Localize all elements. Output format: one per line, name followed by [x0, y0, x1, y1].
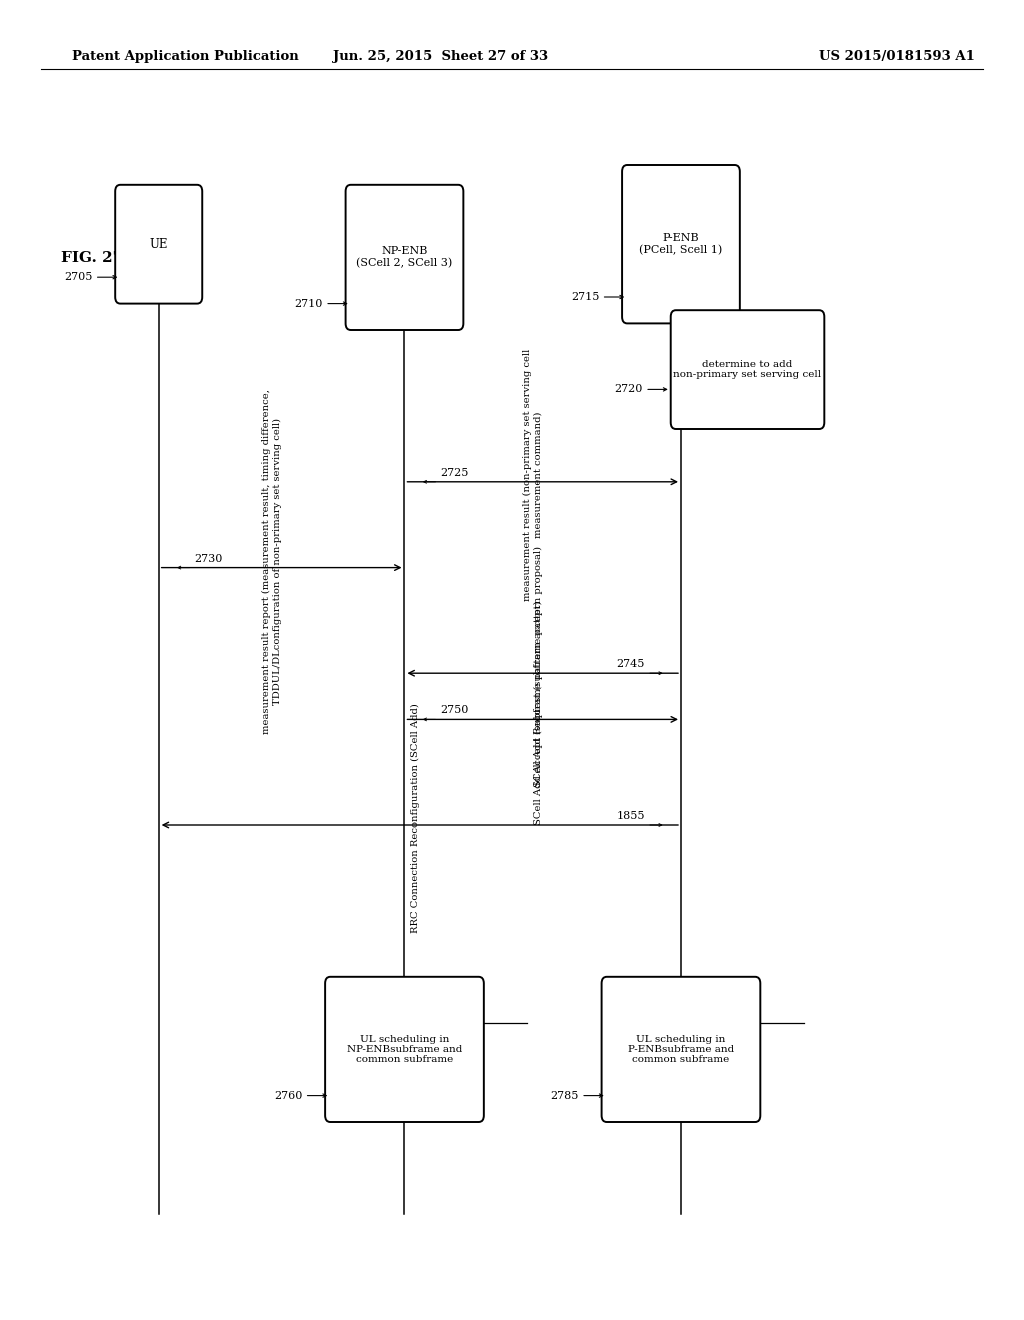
- Text: P-ENB
(PCell, Scell 1): P-ENB (PCell, Scell 1): [639, 234, 723, 255]
- Text: UE: UE: [150, 238, 168, 251]
- FancyBboxPatch shape: [602, 977, 760, 1122]
- Text: RRC Connection Reconfiguration (SCell Add): RRC Connection Reconfiguration (SCell Ad…: [411, 704, 420, 933]
- Text: Patent Application Publication: Patent Application Publication: [72, 50, 298, 63]
- Text: 2715: 2715: [571, 292, 600, 302]
- Text: measurement result (non-primary set serving cell
measurement command): measurement result (non-primary set serv…: [523, 348, 543, 602]
- Text: FIG. 27: FIG. 27: [61, 251, 124, 265]
- FancyBboxPatch shape: [671, 310, 824, 429]
- Text: 2710: 2710: [295, 298, 324, 309]
- Text: 2785: 2785: [551, 1090, 580, 1101]
- Text: 2720: 2720: [614, 384, 643, 395]
- Text: 1855: 1855: [616, 810, 645, 821]
- Text: determine to add
non-primary set serving cell: determine to add non-primary set serving…: [674, 360, 821, 379]
- Text: Jun. 25, 2015  Sheet 27 of 33: Jun. 25, 2015 Sheet 27 of 33: [333, 50, 548, 63]
- Text: UL scheduling in
NP-ENBsubframe and
common subframe: UL scheduling in NP-ENBsubframe and comm…: [347, 1035, 462, 1064]
- FancyBboxPatch shape: [623, 165, 739, 323]
- Text: SCell Add Accept (subframe pattern accept): SCell Add Accept (subframe pattern accep…: [534, 601, 543, 825]
- Text: 2750: 2750: [440, 705, 469, 715]
- Text: SCell Add Request (subframe pattern proposal): SCell Add Request (subframe pattern prop…: [534, 546, 543, 787]
- Text: NP-ENB
(SCell 2, SCell 3): NP-ENB (SCell 2, SCell 3): [356, 247, 453, 268]
- Text: UL scheduling in
P-ENBsubframe and
common subframe: UL scheduling in P-ENBsubframe and commo…: [628, 1035, 734, 1064]
- FancyBboxPatch shape: [346, 185, 463, 330]
- FancyBboxPatch shape: [326, 977, 484, 1122]
- FancyBboxPatch shape: [115, 185, 202, 304]
- Text: US 2015/0181593 A1: US 2015/0181593 A1: [819, 50, 975, 63]
- Text: measurement result report (measurement result, timing difference,
TDDUL/DLconfig: measurement result report (measurement r…: [262, 388, 282, 734]
- Text: 2745: 2745: [616, 659, 645, 669]
- Text: 2725: 2725: [440, 467, 469, 478]
- Text: 2760: 2760: [274, 1090, 303, 1101]
- Text: 2730: 2730: [195, 553, 223, 564]
- Text: 2705: 2705: [65, 272, 92, 282]
